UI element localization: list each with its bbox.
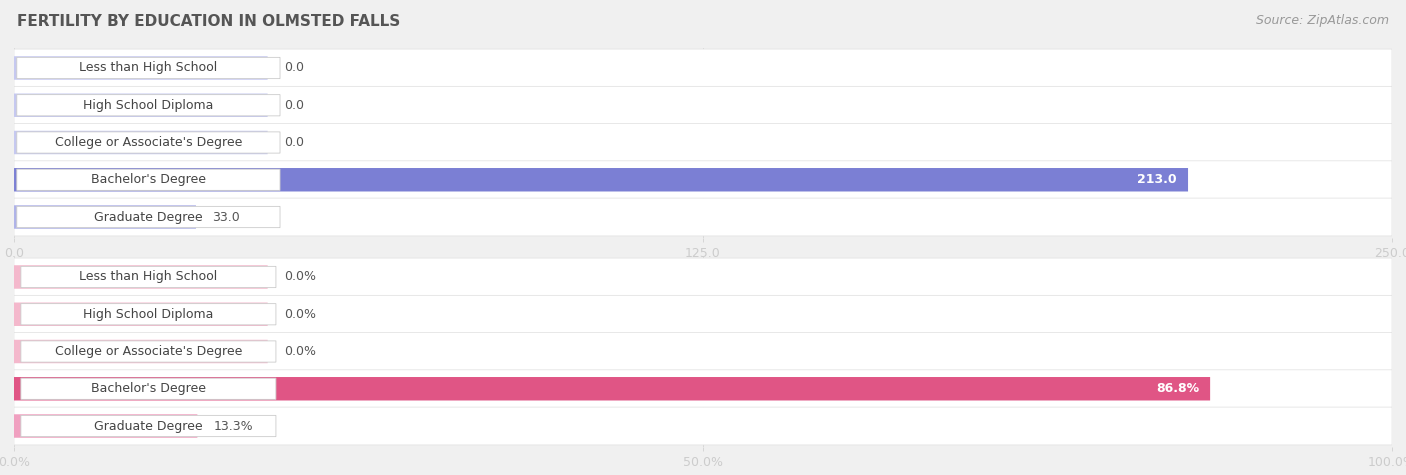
Text: 13.3%: 13.3% [214, 419, 253, 433]
Text: College or Associate's Degree: College or Associate's Degree [55, 345, 242, 358]
FancyBboxPatch shape [14, 370, 1392, 408]
FancyBboxPatch shape [14, 49, 1392, 87]
Text: Graduate Degree: Graduate Degree [94, 419, 202, 433]
Text: Bachelor's Degree: Bachelor's Degree [91, 382, 205, 395]
FancyBboxPatch shape [14, 377, 1211, 400]
Text: College or Associate's Degree: College or Associate's Degree [55, 136, 242, 149]
FancyBboxPatch shape [21, 378, 276, 399]
FancyBboxPatch shape [14, 295, 1392, 333]
Text: FERTILITY BY EDUCATION IN OLMSTED FALLS: FERTILITY BY EDUCATION IN OLMSTED FALLS [17, 14, 401, 29]
Text: Bachelor's Degree: Bachelor's Degree [91, 173, 205, 186]
Text: Less than High School: Less than High School [79, 61, 218, 75]
FancyBboxPatch shape [14, 205, 195, 229]
Text: 213.0: 213.0 [1137, 173, 1177, 186]
FancyBboxPatch shape [17, 95, 280, 116]
Text: Source: ZipAtlas.com: Source: ZipAtlas.com [1256, 14, 1389, 27]
FancyBboxPatch shape [21, 341, 276, 362]
FancyBboxPatch shape [21, 416, 276, 437]
FancyBboxPatch shape [14, 161, 1392, 199]
Text: High School Diploma: High School Diploma [83, 99, 214, 112]
FancyBboxPatch shape [14, 131, 267, 154]
FancyBboxPatch shape [17, 57, 280, 78]
Text: 0.0: 0.0 [284, 61, 304, 75]
FancyBboxPatch shape [14, 94, 267, 117]
Text: 0.0%: 0.0% [284, 345, 316, 358]
FancyBboxPatch shape [14, 414, 197, 438]
Text: High School Diploma: High School Diploma [83, 308, 214, 321]
FancyBboxPatch shape [14, 407, 1392, 445]
Text: 0.0: 0.0 [284, 136, 304, 149]
Text: Less than High School: Less than High School [79, 270, 218, 284]
FancyBboxPatch shape [21, 304, 276, 325]
Text: 0.0%: 0.0% [284, 308, 316, 321]
FancyBboxPatch shape [14, 124, 1392, 162]
Text: 86.8%: 86.8% [1156, 382, 1199, 395]
FancyBboxPatch shape [14, 86, 1392, 124]
FancyBboxPatch shape [14, 198, 1392, 236]
FancyBboxPatch shape [21, 266, 276, 287]
FancyBboxPatch shape [14, 258, 1392, 296]
FancyBboxPatch shape [14, 332, 1392, 371]
Text: 33.0: 33.0 [212, 210, 240, 224]
FancyBboxPatch shape [14, 265, 267, 289]
FancyBboxPatch shape [17, 169, 280, 190]
Text: 0.0: 0.0 [284, 99, 304, 112]
FancyBboxPatch shape [14, 56, 267, 80]
FancyBboxPatch shape [14, 303, 267, 326]
FancyBboxPatch shape [14, 340, 267, 363]
Text: 0.0%: 0.0% [284, 270, 316, 284]
FancyBboxPatch shape [14, 168, 1188, 191]
FancyBboxPatch shape [17, 207, 280, 228]
Text: Graduate Degree: Graduate Degree [94, 210, 202, 224]
FancyBboxPatch shape [17, 132, 280, 153]
